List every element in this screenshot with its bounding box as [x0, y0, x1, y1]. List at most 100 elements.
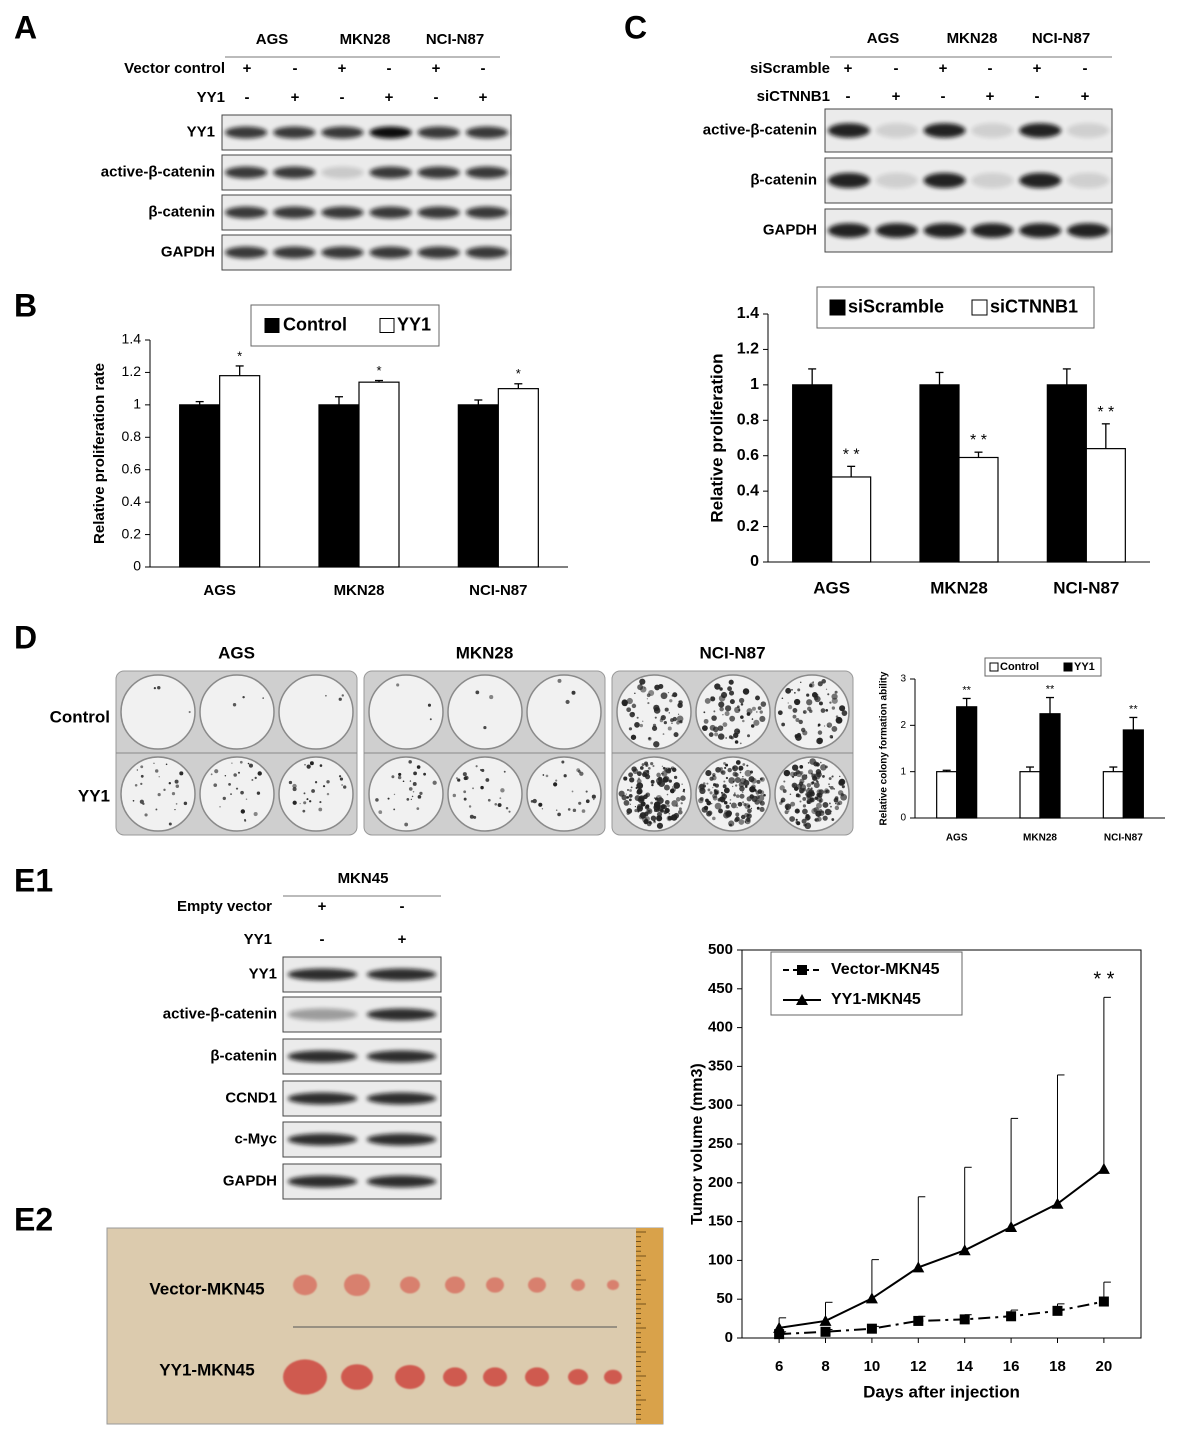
colony: [647, 767, 651, 770]
colony: [661, 765, 664, 768]
colony: [660, 778, 662, 780]
blot-band: [417, 206, 460, 219]
colony: [668, 812, 671, 815]
colony: [292, 800, 297, 805]
marker: [1005, 1221, 1018, 1233]
colony: [653, 804, 660, 811]
colony: [789, 793, 792, 796]
well: [278, 756, 354, 832]
y-tick-label: 150: [708, 1213, 733, 1230]
colony: [738, 765, 744, 771]
condition-mark: +: [338, 60, 347, 77]
panel-label: A: [14, 9, 37, 45]
bar: [956, 706, 978, 819]
colony: [807, 762, 810, 764]
plate-header: MKN28: [456, 643, 514, 662]
colony: [644, 763, 649, 767]
y-tick-label: 1.4: [737, 305, 759, 322]
colony: [742, 791, 744, 793]
colony: [825, 789, 830, 794]
condition-mark: -: [1083, 60, 1088, 77]
colony: [314, 781, 318, 784]
legend-label: siCTNNB1: [990, 296, 1078, 316]
colony: [654, 684, 660, 691]
colony: [740, 715, 744, 719]
colony: [641, 763, 645, 767]
colony: [473, 815, 477, 819]
colony: [485, 778, 490, 782]
well: [368, 756, 444, 832]
marker: [958, 1244, 971, 1256]
colony: [704, 697, 711, 704]
colony: [804, 823, 807, 827]
significance-mark: *: [516, 366, 521, 381]
colony: [171, 792, 176, 796]
colony: [712, 816, 716, 821]
colony: [637, 797, 644, 803]
colony: [591, 794, 596, 799]
tumor: [568, 1369, 588, 1385]
colony: [791, 688, 793, 691]
colony: [826, 722, 833, 728]
colony: [412, 781, 417, 786]
colony: [735, 816, 740, 822]
plate-row-label: Control: [50, 707, 110, 726]
blot-band: [827, 223, 870, 238]
colony: [629, 789, 632, 792]
legend-label: YY1: [1074, 661, 1095, 673]
condition-mark: +: [243, 60, 252, 77]
colony: [319, 764, 323, 767]
colony: [675, 797, 681, 802]
colony: [416, 807, 420, 810]
colony: [799, 789, 804, 794]
colony: [759, 710, 763, 714]
colony: [677, 713, 680, 715]
colony: [662, 716, 664, 718]
colony: [157, 793, 161, 797]
x-tick-label: MKN28: [1023, 833, 1057, 844]
colony: [746, 796, 752, 802]
colony: [669, 699, 673, 703]
blot-row-label: GAPDH: [763, 221, 817, 238]
colony: [639, 723, 644, 728]
blot-band: [224, 246, 268, 259]
colony: [673, 732, 679, 738]
colony: [706, 810, 712, 817]
bar: [457, 404, 499, 568]
condition-mark: +: [291, 89, 300, 106]
colony: [742, 775, 744, 778]
colony: [815, 763, 819, 766]
colony: [784, 810, 789, 815]
colony: [791, 775, 795, 778]
colony: [621, 794, 627, 801]
blot-row-label: GAPDH: [161, 243, 215, 260]
colony: [809, 709, 813, 713]
colony: [153, 686, 157, 690]
colony: [163, 788, 166, 791]
colony: [827, 725, 829, 728]
blot-row-label: YY1: [249, 965, 277, 982]
colony: [753, 719, 760, 726]
colony: [737, 801, 743, 807]
y-tick-label: 0: [900, 813, 906, 824]
colony: [725, 737, 727, 739]
colony: [723, 801, 728, 805]
colony: [730, 802, 737, 809]
colony: [579, 771, 584, 776]
condition-label: YY1: [197, 89, 225, 106]
colony: [489, 695, 494, 700]
blot-strip: [221, 154, 512, 191]
colony: [713, 710, 716, 713]
y-tick-label: 350: [708, 1057, 733, 1074]
colony: [820, 764, 827, 771]
colony: [806, 800, 811, 805]
colony: [706, 800, 712, 806]
colony: [728, 679, 734, 685]
colony: [651, 725, 658, 731]
colony: [834, 796, 839, 801]
bar: [1039, 713, 1061, 819]
condition-mark: +: [398, 931, 407, 948]
colony: [825, 688, 828, 690]
colony: [585, 790, 588, 793]
